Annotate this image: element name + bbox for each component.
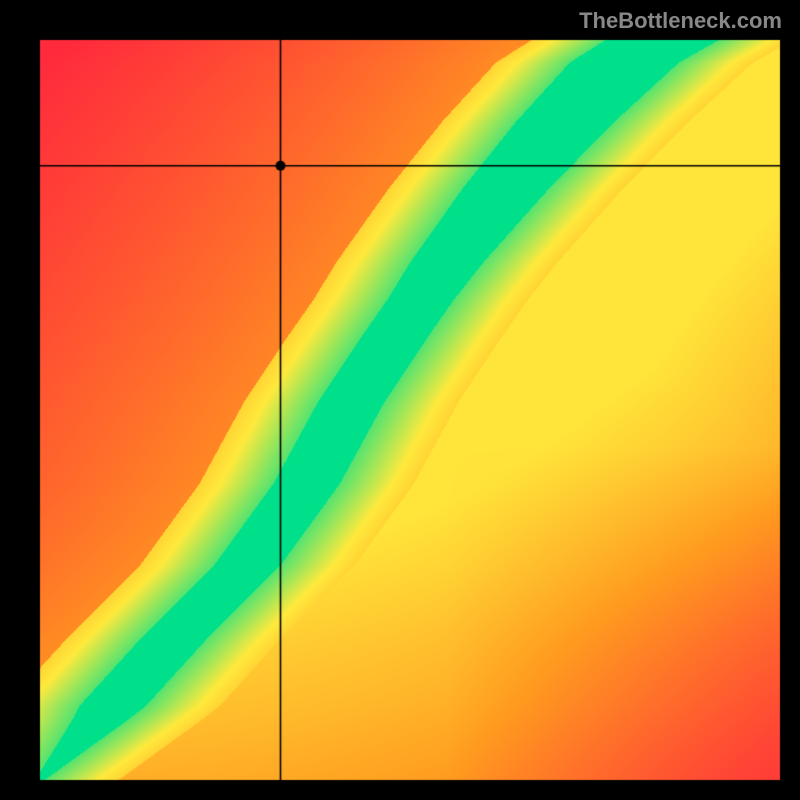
heatmap-canvas <box>0 0 800 800</box>
chart-container: TheBottleneck.com <box>0 0 800 800</box>
watermark-label: TheBottleneck.com <box>579 8 782 34</box>
